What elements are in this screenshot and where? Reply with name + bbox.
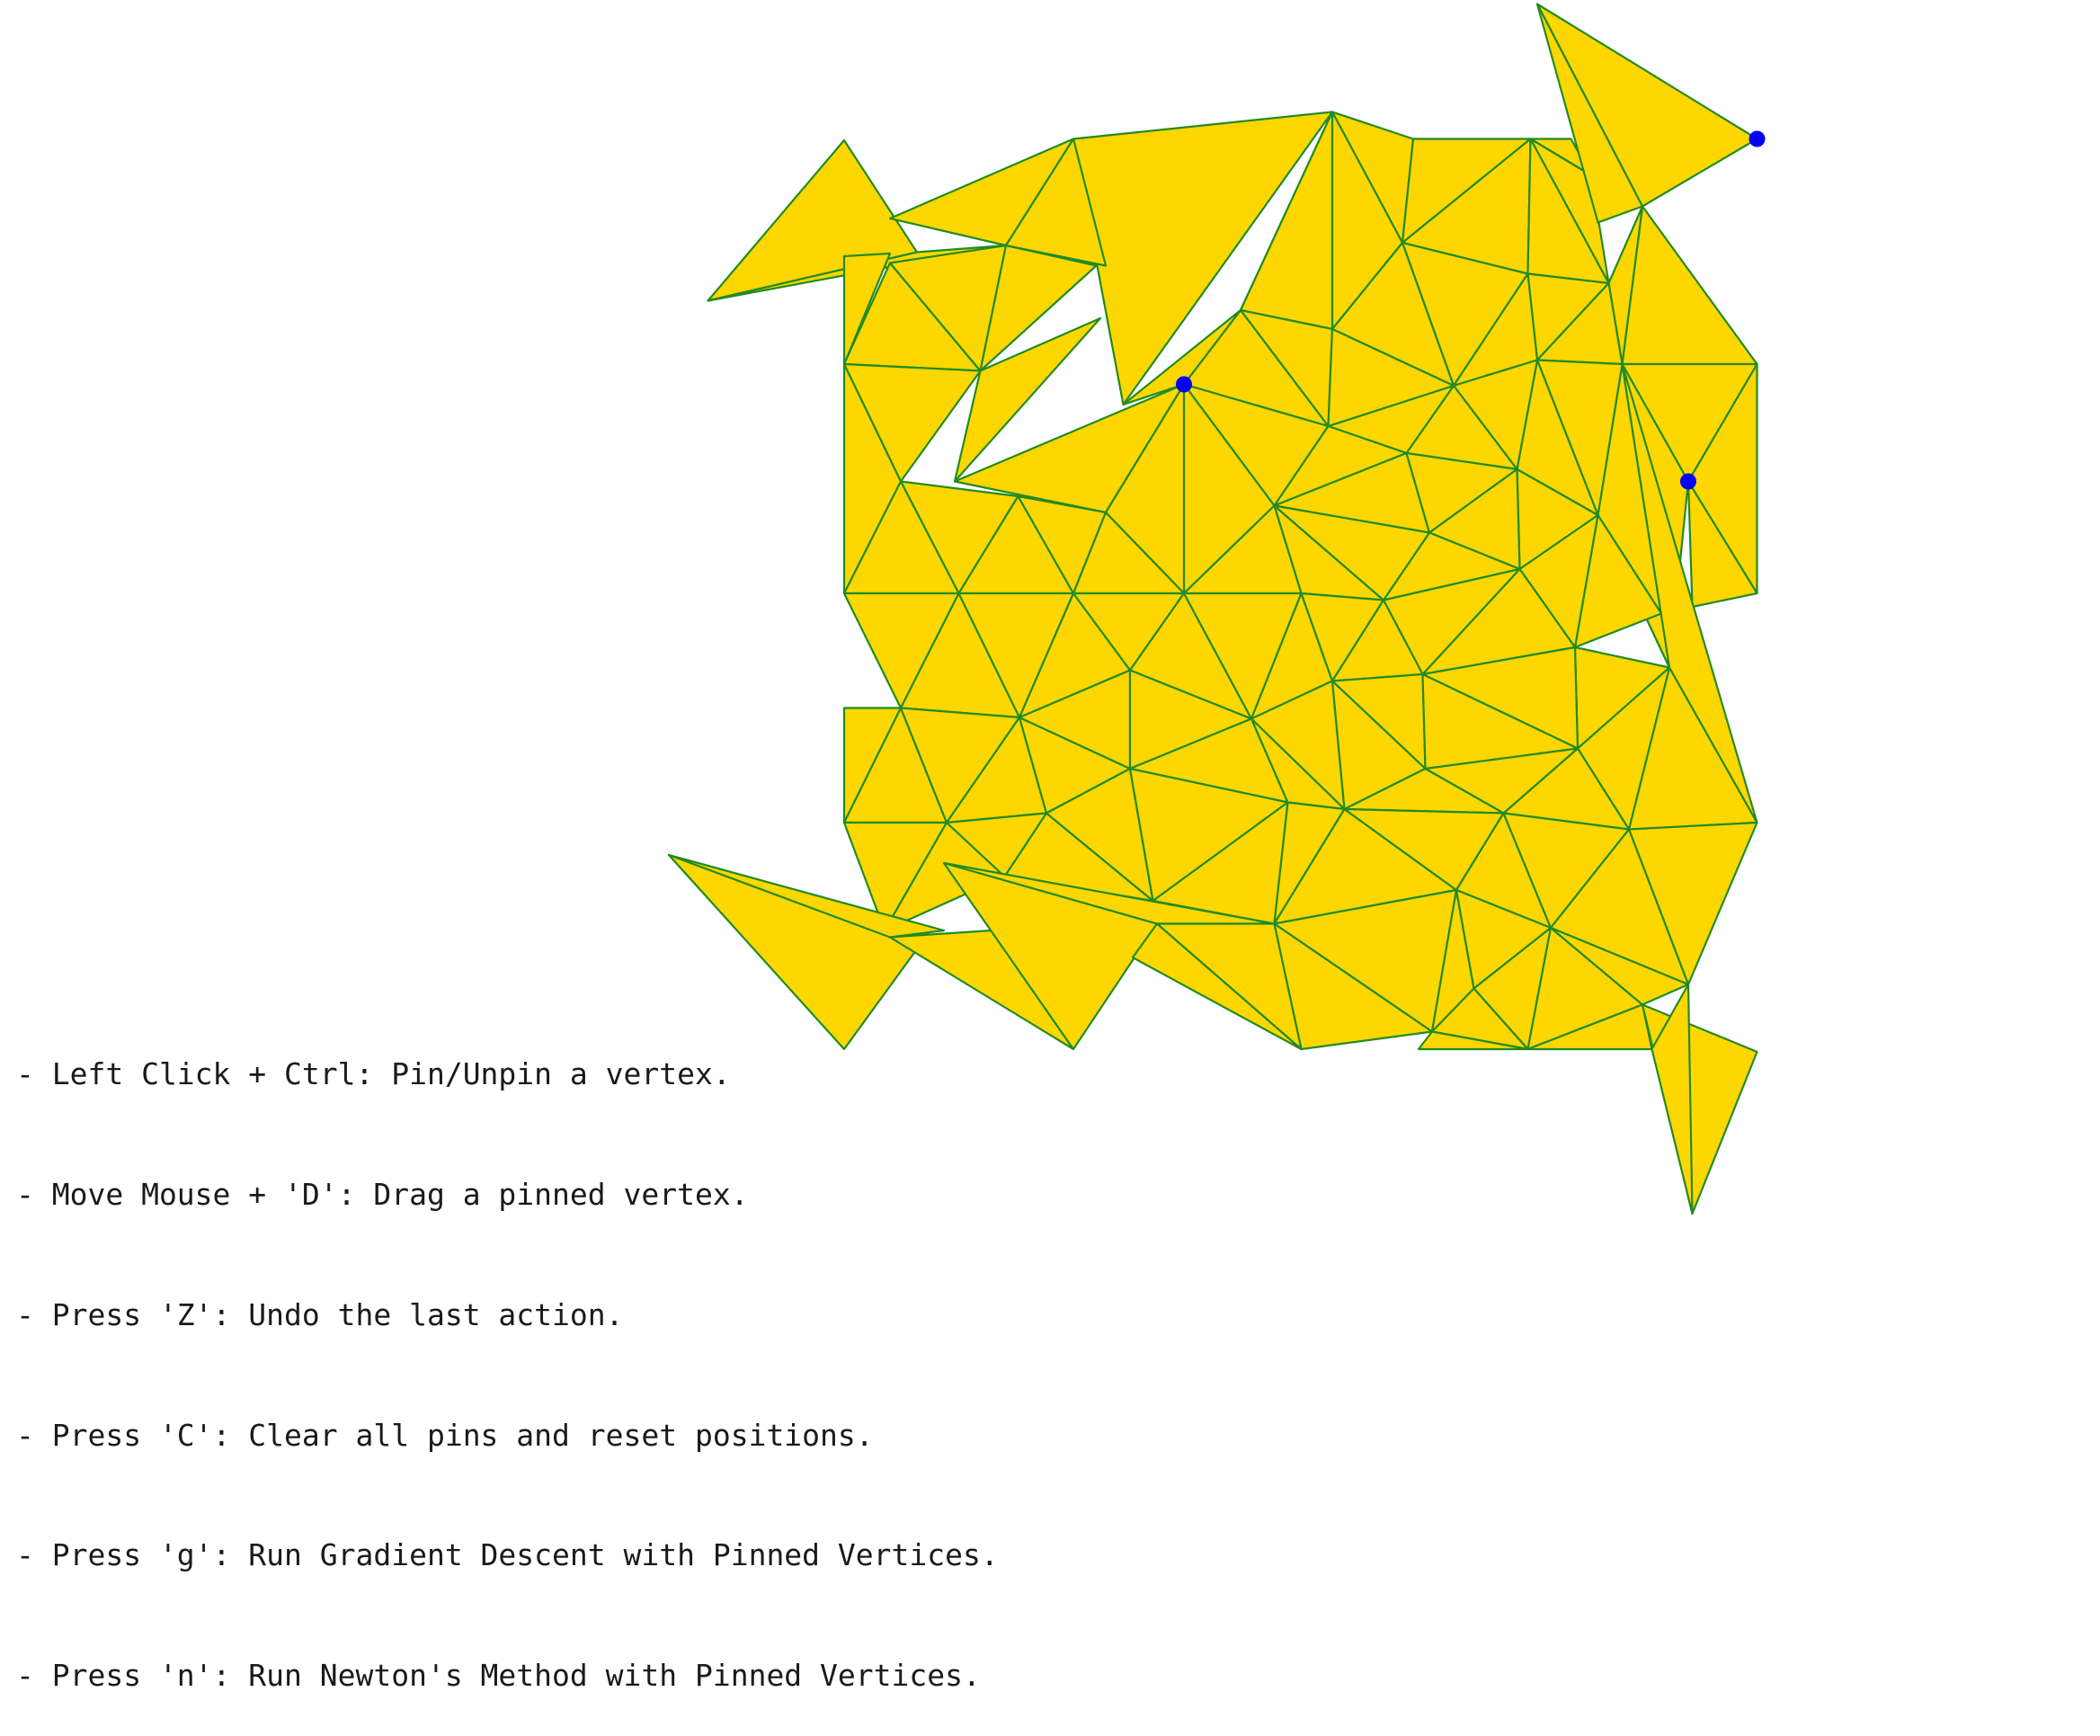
instruction-clear: - Press 'C': Clear all pins and reset po…: [16, 1417, 874, 1453]
instruction-pin: - Left Click + Ctrl: Pin/Unpin a vertex.: [16, 1056, 731, 1092]
instruction-undo: - Press 'Z': Undo the last action.: [16, 1296, 624, 1332]
mesh-triangle[interactable]: [1122, 308, 1242, 406]
mesh-triangle[interactable]: [1651, 983, 1694, 1215]
mesh-triangle[interactable]: [1621, 362, 1758, 824]
mesh-viewport[interactable]: [0, 0, 2100, 1244]
mesh-triangle[interactable]: [1535, 3, 1644, 224]
pinned-vertex[interactable]: [1680, 473, 1696, 490]
mesh-triangle[interactable]: [1131, 922, 1303, 1051]
mesh-triangle[interactable]: [1004, 138, 1108, 267]
instruction-gradient-descent: - Press 'g': Run Gradient Descent with P…: [16, 1537, 999, 1573]
mesh-triangle[interactable]: [1273, 504, 1431, 601]
pinned-vertex[interactable]: [1176, 376, 1192, 393]
mesh-triangle[interactable]: [953, 316, 1102, 483]
mesh-triangle[interactable]: [1417, 1030, 1529, 1051]
instruction-drag: - Move Mouse + 'D': Drag a pinned vertex…: [16, 1176, 749, 1212]
keyboard-instructions: - Left Click + Ctrl: Pin/Unpin a vertex.…: [16, 975, 999, 1736]
triangle-mesh[interactable]: [667, 3, 1758, 1215]
mesh-triangle[interactable]: [1621, 205, 1758, 366]
mesh-triangle[interactable]: [1549, 926, 1690, 1006]
instruction-newton: - Press 'n': Run Newton's Method with Pi…: [16, 1658, 981, 1694]
mesh-triangle[interactable]: [667, 853, 946, 939]
mesh-triangle[interactable]: [1686, 480, 1758, 609]
pinned-vertex[interactable]: [1749, 130, 1766, 147]
mesh-triangle[interactable]: [1072, 111, 1334, 406]
mesh-triangle[interactable]: [1327, 327, 1455, 428]
pinned-vertices[interactable]: [1176, 130, 1766, 490]
